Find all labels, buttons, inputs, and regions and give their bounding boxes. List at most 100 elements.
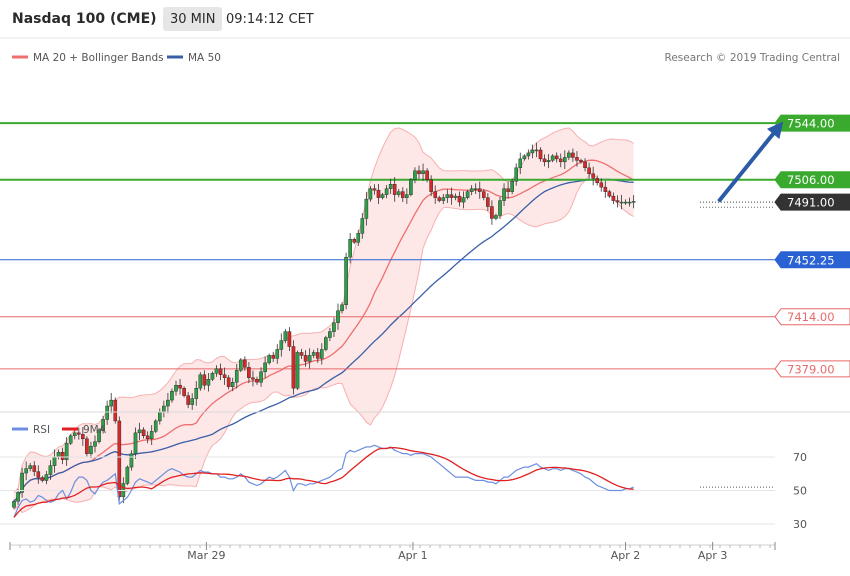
candle: [542, 154, 547, 167]
candle-up-body: [52, 456, 57, 466]
candle-down-body: [271, 355, 276, 359]
candle-down-body: [40, 477, 45, 481]
candle: [97, 428, 101, 444]
candle-up-body: [101, 419, 105, 431]
candle: [76, 427, 81, 440]
price-level-label-resistance: 7544.00: [774, 114, 850, 132]
candle: [307, 348, 312, 369]
rsi-legend-label: RSI: [33, 424, 50, 436]
candle: [311, 349, 316, 359]
candle: [530, 144, 535, 159]
candle-up-body: [534, 149, 539, 152]
candle-up-body: [307, 355, 312, 362]
candle: [623, 199, 628, 205]
candle-up-body: [93, 441, 97, 447]
price-level-text: 7379.00: [787, 362, 835, 376]
candle: [360, 213, 365, 239]
main-legend: MA 20 + Bollinger Bands MA 50: [12, 52, 221, 64]
candle-up-body: [409, 179, 413, 195]
candle-down-body: [583, 161, 587, 169]
candle: [514, 163, 518, 186]
candle-up-body: [234, 370, 239, 383]
candle-down-body: [433, 191, 438, 198]
candle-up-body: [514, 167, 518, 182]
candle: [320, 343, 324, 365]
candle: [145, 431, 150, 444]
candle: [453, 193, 458, 201]
candle-down-body: [571, 152, 575, 158]
rsi-legend: RSI 9MA: [12, 424, 107, 436]
candle-up-body: [263, 362, 267, 373]
candle-up-body: [550, 155, 555, 161]
candle-down-body: [558, 158, 563, 163]
candle-up-body: [129, 453, 134, 468]
candle: [267, 353, 271, 365]
candle: [299, 348, 304, 360]
bollinger-legend-label: MA 20 + Bollinger Bands: [33, 52, 164, 64]
candle: [263, 356, 267, 379]
candle: [125, 465, 130, 486]
rsi-tick-label: 50: [793, 485, 807, 498]
candle-up-body: [623, 201, 628, 204]
candle: [238, 358, 243, 373]
rsi-tick-label: 70: [793, 451, 807, 464]
candle: [20, 467, 24, 498]
candle-up-body: [190, 398, 195, 405]
price-level-box: [774, 308, 850, 326]
candle: [522, 154, 527, 161]
candle-down-body: [178, 385, 182, 389]
candle-up-body: [465, 191, 470, 198]
price-level-box: [774, 193, 850, 211]
candle-up-body: [348, 239, 352, 258]
candle: [259, 367, 263, 387]
candle: [198, 372, 203, 391]
candle: [494, 213, 498, 221]
candle-up-body: [109, 399, 113, 407]
candle-up-body: [494, 215, 498, 219]
candle: [433, 185, 438, 204]
candle: [421, 163, 425, 181]
candle-down-body: [218, 368, 223, 375]
candle-down-body: [372, 188, 377, 191]
candle: [36, 465, 41, 484]
rsi-line: [13, 444, 634, 518]
candle-down-body: [243, 359, 247, 368]
candle: [567, 150, 571, 161]
candle: [247, 361, 251, 384]
timeframe-badge[interactable]: 30 MIN: [163, 7, 223, 31]
candle: [287, 327, 292, 351]
candle-down-body: [315, 352, 320, 359]
candle: [340, 302, 344, 314]
candle-down-body: [457, 195, 462, 203]
candle: [48, 460, 53, 480]
candle-up-body: [170, 390, 174, 401]
candle-down-body: [599, 182, 604, 188]
candle: [631, 195, 636, 209]
candle: [449, 187, 454, 205]
candle: [105, 400, 109, 425]
candle-up-body: [518, 158, 523, 169]
candle-down-body: [607, 191, 612, 197]
candle-down-body: [486, 197, 490, 207]
rsi-ma-line: [13, 447, 634, 518]
candle: [174, 380, 178, 396]
candle-up-body: [441, 197, 446, 201]
candle: [368, 185, 373, 202]
candle: [12, 499, 16, 510]
candle-up-body: [453, 195, 458, 198]
candle-down-body: [182, 387, 186, 396]
candle-down-body: [113, 399, 118, 422]
candle-down-body: [401, 191, 405, 198]
candle-up-body: [344, 256, 348, 306]
candle-up-body: [405, 194, 409, 198]
ma50-line: [13, 178, 634, 502]
candle: [615, 195, 620, 208]
candle: [206, 373, 211, 392]
candle: [133, 427, 138, 460]
candle-up-body: [210, 373, 215, 380]
candle-down-body: [85, 438, 89, 454]
x-tick-label: Mar 29: [187, 549, 225, 562]
candle-up-body: [166, 399, 170, 407]
candle-up-body: [413, 170, 417, 180]
